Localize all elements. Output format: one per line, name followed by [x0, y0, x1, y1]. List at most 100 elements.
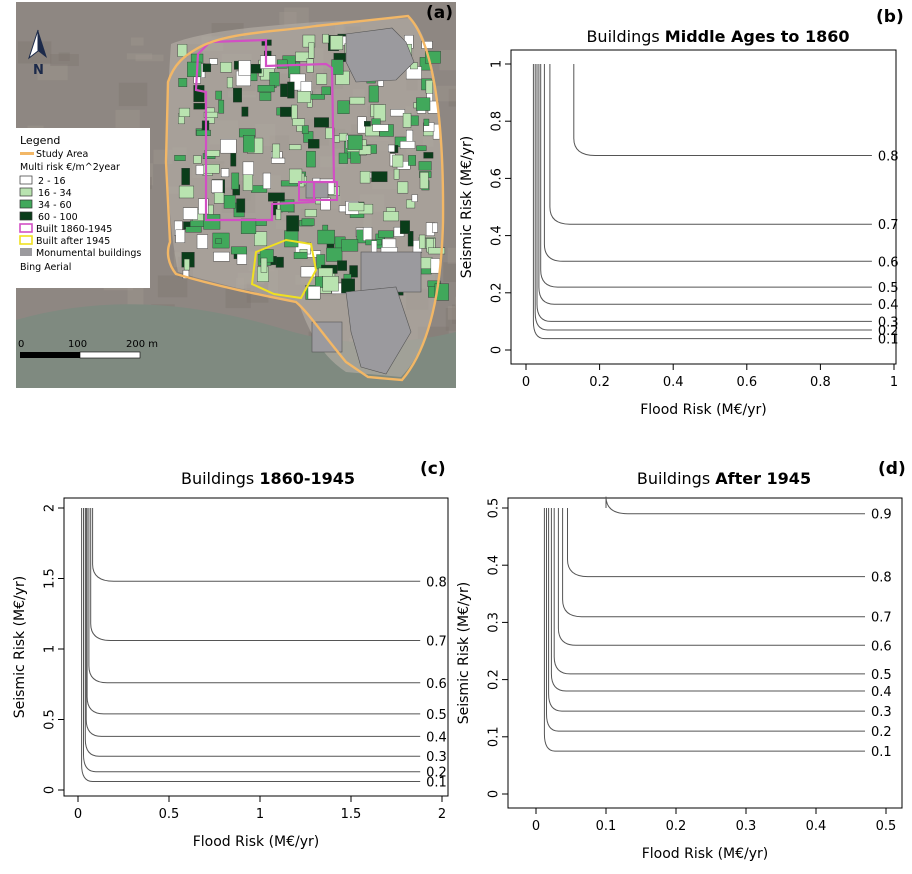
chart-title-bold: Middle Ages to 1860 [665, 27, 850, 46]
contour-panel-b: Buildings Middle Ages to 1860 (b) 0 0.2 0.4 0… [456, 0, 912, 430]
legend-swatch-class-2 [19, 187, 33, 197]
contour-line [534, 64, 872, 331]
contour-label: 0.7 [871, 611, 892, 626]
y-tick-label: 0.4 [487, 555, 502, 576]
contour-label: 0.3 [871, 705, 892, 720]
contour-line [92, 508, 421, 582]
y-tick-label: 0.8 [490, 111, 505, 132]
contour-line [543, 64, 872, 262]
x-tick-label: 0.2 [589, 375, 610, 390]
legend-built-1945: Built after 1945 [36, 236, 110, 247]
contour-label: 0.4 [426, 730, 447, 745]
legend-class-3: 34 - 60 [38, 200, 72, 211]
contour-line [543, 508, 865, 752]
plot-frame [63, 497, 449, 797]
contour-line [605, 496, 865, 515]
y-tick-label: 0.6 [490, 168, 505, 189]
contour-label: 0.1 [878, 333, 899, 348]
panel-label: (d) [878, 459, 906, 479]
x-axis-label: Flood Risk (M€/yr) [642, 846, 769, 862]
contour-line [83, 508, 421, 773]
y-axis-label: Seismic Risk (M€/yr) [12, 576, 28, 719]
plot-frame [510, 49, 897, 365]
y-axis-label: Seismic Risk (M€/yr) [456, 582, 472, 725]
contour-label: 0.6 [426, 677, 447, 692]
contour-label: 0.8 [871, 571, 892, 586]
legend-box [16, 128, 150, 288]
contour-label: 0.5 [878, 281, 899, 296]
y-tick-label: 1.5 [43, 568, 58, 589]
x-tick-label: 1.5 [341, 807, 362, 822]
y-tick-label: 0.2 [490, 282, 505, 303]
chart-title-prefix: Buildings [586, 27, 664, 46]
chart-title: Buildings Middle Ages to 1860 [586, 27, 849, 46]
contour-label: 0.7 [426, 635, 447, 650]
x-tick-label: 2 [438, 807, 446, 822]
legend-swatch-class-4 [19, 211, 33, 221]
y-tick-label: 2 [43, 504, 58, 512]
y-tick-label: 0.3 [487, 612, 502, 633]
y-tick-label: 0.2 [487, 669, 502, 690]
y-tick-label: 0.1 [487, 726, 502, 747]
legend-item-study-area: Study Area [36, 149, 88, 160]
x-tick-label: 0.3 [736, 819, 757, 834]
chart-title-bold: After 1945 [715, 469, 811, 488]
legend-swatch-class-3 [19, 199, 33, 209]
north-label: N [33, 63, 44, 78]
building-blocks [174, 33, 449, 301]
scale-bar-light [79, 351, 141, 359]
legend-swatch-built-1945 [19, 235, 33, 245]
contour-label: 0.7 [878, 218, 899, 233]
contour-line [86, 508, 421, 715]
x-tick-label: 1 [256, 807, 264, 822]
contour-line [557, 508, 865, 646]
y-tick-label: 0.4 [490, 225, 505, 246]
panel-label: (b) [876, 7, 904, 27]
chart-title-prefix: Buildings [637, 469, 715, 488]
chart-title: Buildings 1860-1945 [181, 469, 355, 488]
x-tick-label: 0.6 [736, 375, 757, 390]
contour-line [548, 508, 865, 712]
y-tick-label: 1 [490, 60, 505, 68]
contour-label: 0.5 [426, 708, 447, 723]
contour-label: 0.8 [878, 150, 899, 165]
contour-line [536, 64, 872, 322]
legend-swatch-study-area [20, 152, 34, 155]
contour-line [550, 508, 865, 692]
scale-bar-dark [20, 352, 80, 358]
y-tick-label: 1 [43, 645, 58, 653]
contour-plot-b: Buildings Middle Ages to 1860 (b) 0 0.2 0.4 0… [459, 7, 904, 418]
legend-basemap: Bing Aerial [20, 262, 71, 273]
legend-title: Legend [20, 134, 60, 147]
x-tick-label: 1 [890, 375, 898, 390]
chart-title-prefix: Buildings [181, 469, 259, 488]
contour-line [84, 508, 421, 757]
y-tick-label: 0.5 [43, 709, 58, 730]
y-tick-label: 0 [487, 790, 502, 798]
contour-label: 0.2 [426, 766, 447, 781]
contour-plot-c: Buildings 1860-1945 (c) 0 0.5 1 1.5 2 0 0.5 1 1.5 2… [12, 459, 449, 850]
panel-label-a: (a) [426, 3, 453, 23]
monumental-buildings [305, 27, 422, 375]
contour-label: 0.8 [426, 575, 447, 590]
contour-label: 0.6 [871, 639, 892, 654]
y-tick-label: 0 [490, 346, 505, 354]
chart-title: Buildings After 1945 [637, 469, 811, 488]
built-after-1945-outline [250, 238, 318, 300]
contour-label: 0.2 [878, 324, 899, 339]
scale-label-100: 100 [68, 339, 87, 350]
x-tick-label: 0.5 [876, 819, 897, 834]
legend-class-2: 16 - 34 [38, 188, 72, 199]
contour-label: 0.9 [871, 508, 892, 523]
legend-swatch-monumental [20, 248, 32, 256]
contour-label: 0.1 [871, 745, 892, 760]
contour-line [532, 64, 872, 340]
y-tick-label: 0.5 [487, 498, 502, 519]
contour-panel-d: Buildings After 1945 (d) 0 0.1 0.2 0.3 0.4 0.5 0… [456, 458, 912, 870]
x-tick-label: 0.4 [806, 819, 827, 834]
x-axis-label: Flood Risk (M€/yr) [193, 834, 320, 850]
contour-label: 0.4 [878, 298, 899, 313]
x-tick-label: 0.4 [663, 375, 684, 390]
x-tick-label: 0 [532, 819, 540, 834]
study-area-boundary [164, 14, 445, 382]
